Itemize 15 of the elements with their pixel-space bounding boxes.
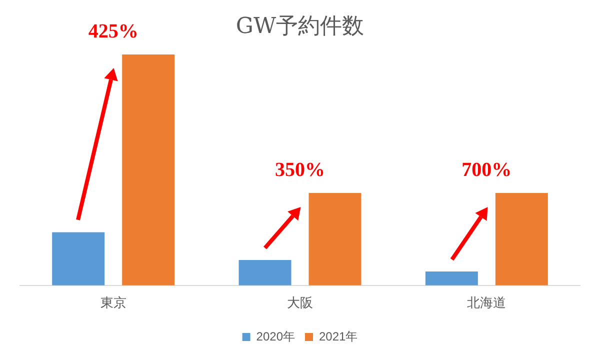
annotation: 350%: [275, 159, 325, 182]
chart-title: GW予約件数: [236, 14, 364, 39]
bar: [308, 193, 362, 286]
x-tick-label: 東京: [100, 294, 126, 310]
x-tick-label: 大阪: [287, 294, 313, 310]
x-tick-label: 北海道: [467, 294, 506, 310]
legend-label: 2021年: [319, 329, 358, 344]
text: 425%: [88, 20, 138, 43]
legend-label: 2020年: [256, 329, 296, 344]
bar: [122, 54, 175, 286]
bar: [52, 232, 105, 286]
bar: [425, 272, 478, 286]
bar: [495, 193, 548, 286]
bar: [238, 260, 292, 286]
annotation: 700%: [462, 159, 512, 182]
